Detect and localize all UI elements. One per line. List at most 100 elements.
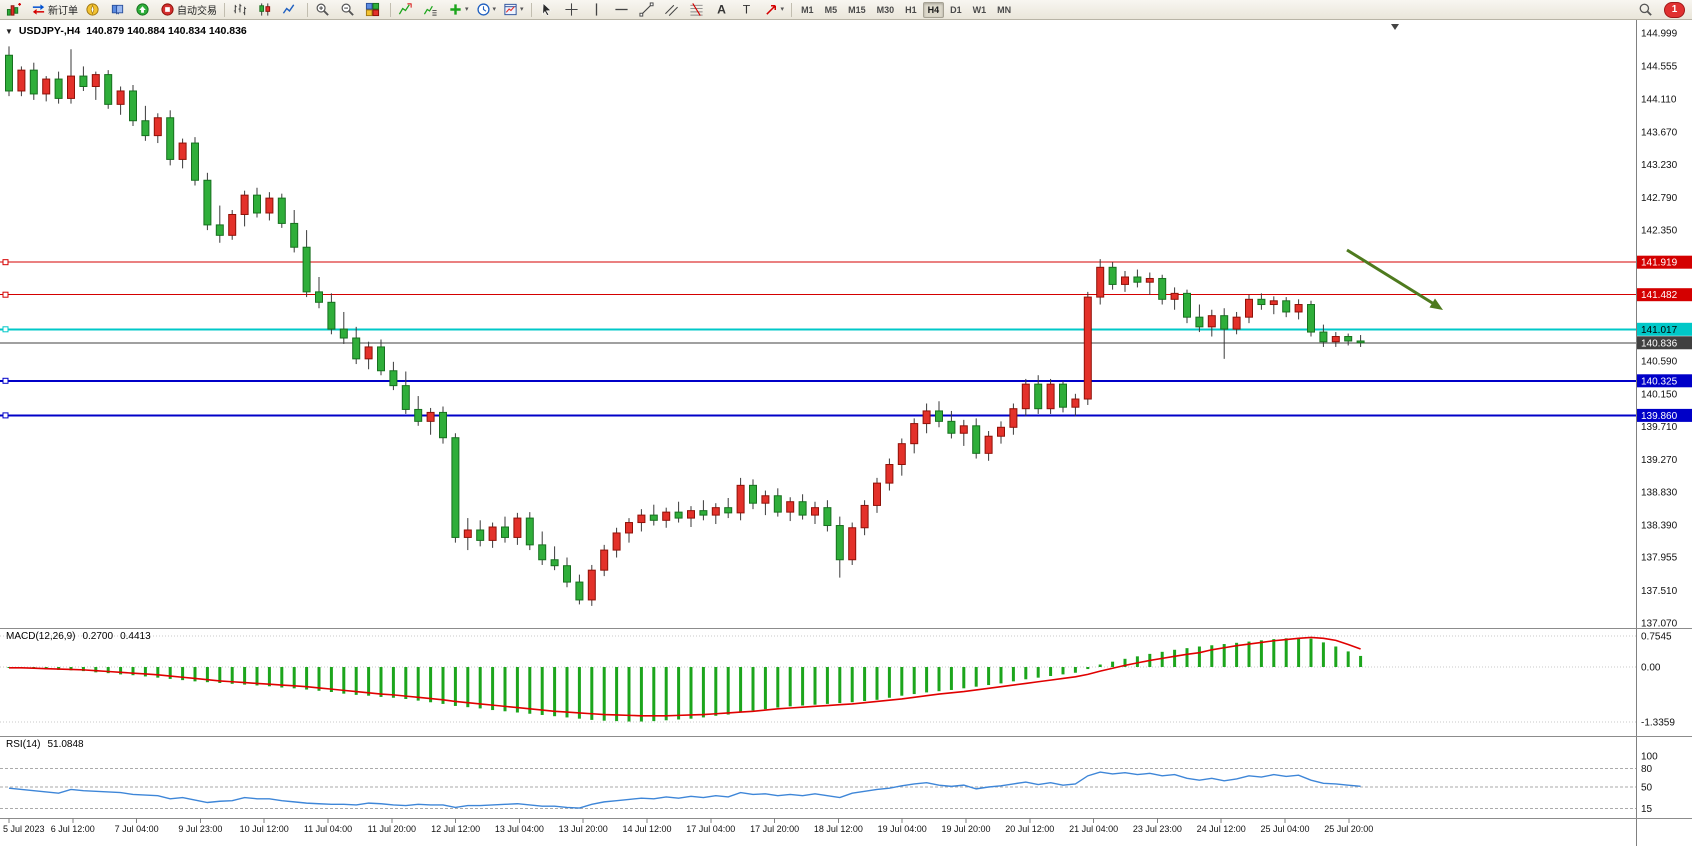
macd-bar [1284,638,1288,667]
metaeditor-button[interactable] [82,0,106,20]
candle-body [178,142,187,160]
macd-bar [491,667,495,711]
line-anchor[interactable] [2,412,9,419]
macd-bar [801,667,805,706]
chart-window: 144.999 144.555 144.110 143.670 143.230 142.7… [0,20,1692,846]
macd-bar [305,667,309,690]
time-axis-label: 25 Jul 04:00 [1260,824,1309,834]
candles-layer [5,46,1365,606]
equidistant-channel-button[interactable] [661,0,685,20]
price-level-badge [1637,255,1692,269]
zoom-in-button[interactable] [312,0,336,20]
candlestick-mode-button[interactable] [254,0,278,20]
auto-trading-button[interactable]: 自动交易 [157,0,220,20]
timeframe-mn-button[interactable]: MN [997,4,1012,15]
candle-body [1133,276,1142,283]
candle-body [5,54,13,92]
chart-shift-marker-icon[interactable] [1391,24,1399,30]
rsi-axis-label: 100 [1641,752,1658,763]
macd-histogram [7,637,1363,722]
candle-body [687,510,695,519]
text-button[interactable]: A [711,0,735,20]
add-indicator-button[interactable]: ▾ [445,0,472,20]
macd-bar [1259,640,1263,667]
candle-body [1195,316,1204,328]
arrow-annotation-head[interactable] [1429,298,1444,311]
crosshair-button[interactable] [561,0,585,20]
candle-body [141,120,150,137]
timeframe-d1-button[interactable]: D1 [950,4,962,15]
macd-bar [453,667,457,706]
timeframe-h1-button[interactable]: H1 [905,4,917,15]
macd-bar [1160,651,1164,667]
add-indicator-icon [450,4,461,15]
price-level-badge [1637,374,1692,388]
candle-body [600,549,609,571]
search-button[interactable] [1635,0,1659,20]
line-anchor[interactable] [2,326,9,333]
price-level-badge-label: 141.017 [1641,325,1678,336]
compass-icon [86,3,99,16]
time-axis-label: 13 Jul 04:00 [495,824,544,834]
candle-body [401,385,410,410]
rsi-line [8,771,1361,809]
candle-body [550,559,559,567]
line-anchor[interactable] [2,377,9,384]
macd-bar [205,667,209,683]
line-chart-mode-button[interactable] [279,0,303,20]
text-label-button[interactable]: T [736,0,760,20]
fibonacci-button[interactable] [686,0,710,20]
price-chart[interactable]: 144.999 144.555 144.110 143.670 143.230 142.7… [0,20,1692,846]
timeframe-m15-button[interactable]: M15 [848,4,866,15]
timeframe-h4-button[interactable]: H4 [922,1,945,18]
arrows-button[interactable]: ▾ [761,0,788,20]
line-anchor[interactable] [2,259,9,266]
timeframe-m30-button[interactable]: M30 [876,4,895,15]
indicator-list-button[interactable] [420,0,444,20]
current-price-badge-label: 140.836 [1641,338,1678,349]
macd-bar [1247,641,1251,667]
navigator-button[interactable] [132,0,156,20]
macd-bar [987,667,991,686]
candle-body [414,408,423,422]
timeframe-w1-button[interactable]: W1 [972,4,987,15]
indicator-list-icon [423,5,437,16]
macd-bar [553,667,557,717]
line-anchor[interactable] [2,291,9,298]
macd-bar [1321,642,1325,667]
time-axis-label: 17 Jul 20:00 [750,824,799,834]
bar-chart-mode-button[interactable] [229,0,253,20]
indicators-button[interactable] [395,0,419,20]
macd-bar [243,667,247,685]
tile-windows-button[interactable] [362,0,386,20]
macd-bar [429,667,433,703]
dropdown-caret-icon: ▾ [492,6,497,13]
market-watch-button[interactable] [107,0,131,20]
periods-button[interactable]: ▾ [473,0,500,20]
trendline-button[interactable] [636,0,660,20]
cursor-button[interactable] [536,0,560,20]
notifications-badge[interactable]: 1 [1664,1,1685,18]
candle-body [1145,277,1154,283]
vertical-line-button[interactable] [586,0,610,20]
zoom-out-button[interactable] [337,0,361,20]
new-chart-button[interactable] [3,0,27,20]
new-order-button[interactable]: 新订单 [28,0,81,20]
candle-body [1108,266,1117,285]
templates-button[interactable]: ▾ [500,0,527,20]
price-axis-label: 143.670 [1641,127,1678,138]
candle-body [1269,300,1278,306]
text-t-icon: T [742,3,750,17]
toolbar-separator [791,2,793,17]
crosshair-icon [564,3,578,16]
macd-bar [1197,646,1201,667]
indicator-icon [398,3,412,15]
timeframe-m1-button[interactable]: M1 [801,4,814,15]
book-icon [111,4,124,15]
candle-body [153,117,162,137]
horizontal-line-button[interactable] [611,0,635,20]
arrow-annotation[interactable] [1346,248,1435,306]
timeframe-m5-button[interactable]: M5 [824,4,838,15]
one-click-trading-toggle[interactable]: ▼ [5,26,13,36]
macd-bar [1334,646,1338,667]
